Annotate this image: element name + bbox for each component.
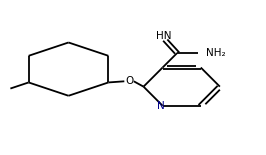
Text: N: N xyxy=(157,101,165,111)
Text: O: O xyxy=(125,76,133,86)
Text: NH₂: NH₂ xyxy=(206,48,226,58)
Text: HN: HN xyxy=(156,31,172,41)
